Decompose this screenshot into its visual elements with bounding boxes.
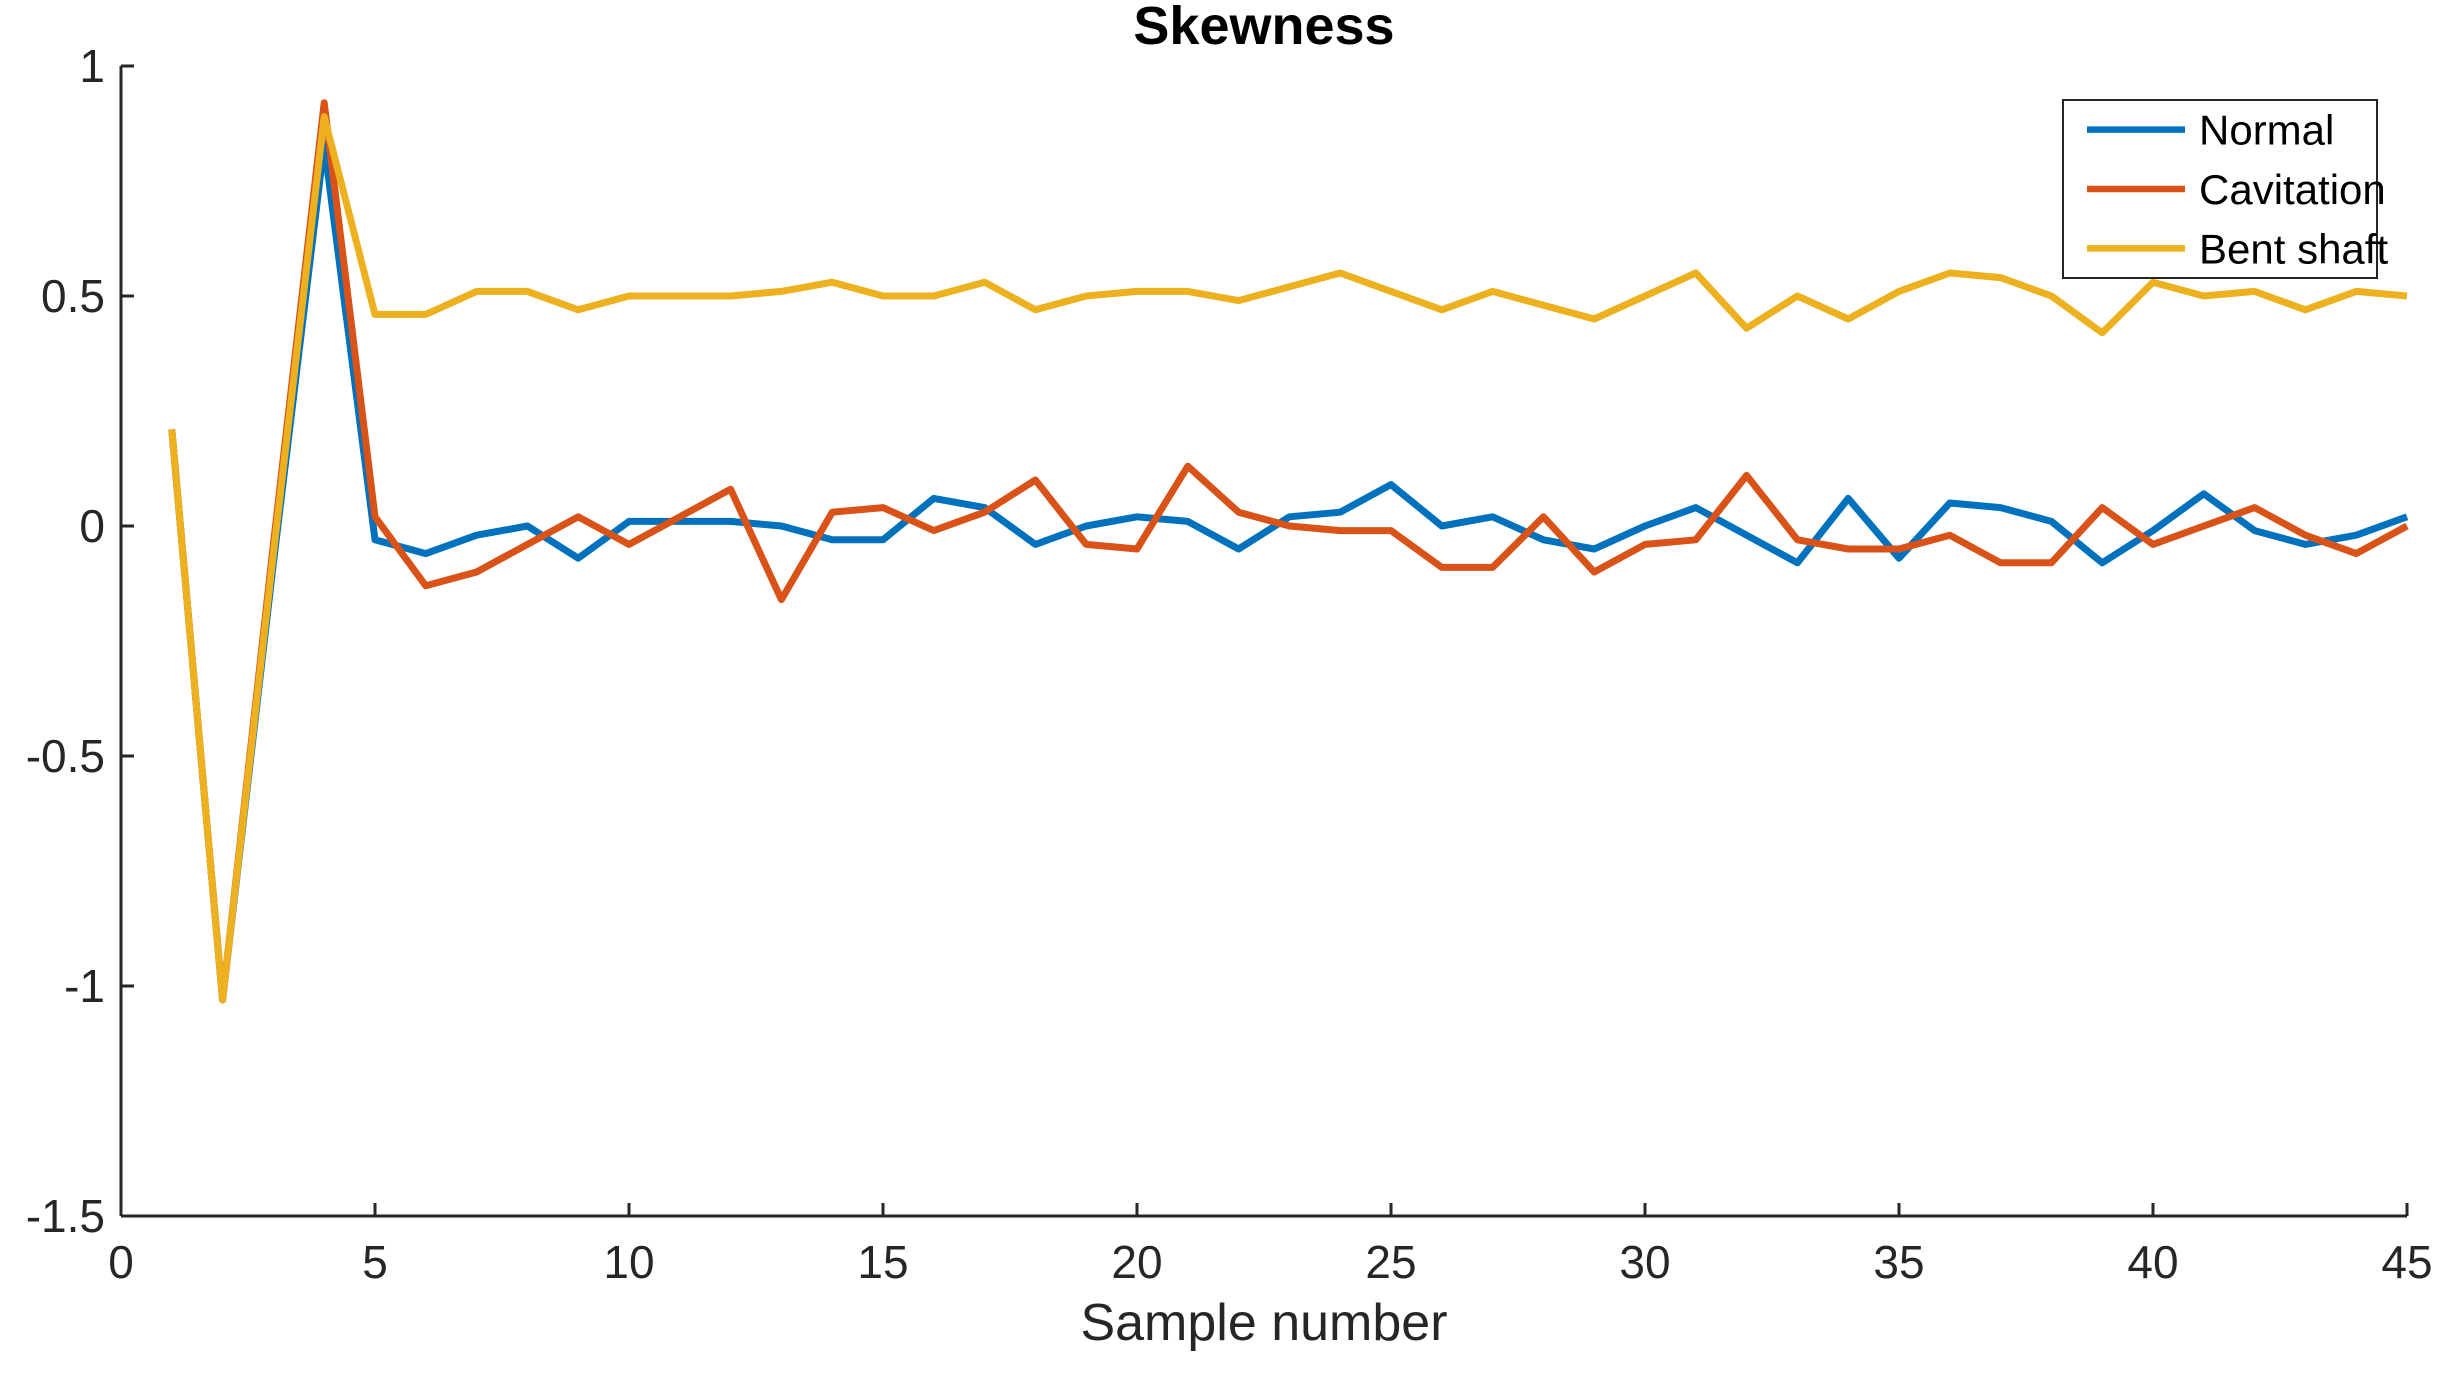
legend[interactable]: Normal Cavitation Bent shaft	[2062, 99, 2388, 279]
chart-title: Skewness	[1133, 0, 1394, 56]
axes-group: 0 5 10 15 20 25 30 35 40 45 -1.5 -1 -0.5 0 0.5 1	[26, 40, 2433, 1288]
series-line-bent-shaft	[168, 113, 2408, 1004]
x-axis-label: Sample number	[1080, 1294, 1447, 1352]
x-tick-label: 0	[108, 1236, 134, 1288]
legend-label-cavitation: Cavitation	[2199, 166, 2386, 213]
legend-item-normal[interactable]: Normal	[2087, 107, 2334, 154]
series-line-cavitation	[168, 99, 2409, 1004]
y-tick-label: 0	[79, 500, 105, 552]
y-tick-label: -1	[64, 960, 105, 1012]
x-tick-label: 35	[1873, 1236, 1924, 1288]
x-tick-label: 15	[857, 1236, 908, 1288]
x-tick-label: 40	[2127, 1236, 2178, 1288]
x-axis-ticks	[119, 1203, 2409, 1216]
y-tick-label: 0.5	[41, 270, 105, 322]
legend-label-normal: Normal	[2199, 107, 2334, 154]
y-axis-ticks	[121, 64, 134, 1218]
y-axis-tick-labels: -1.5 -1 -0.5 0 0.5 1	[26, 40, 105, 1242]
x-tick-label: 5	[362, 1236, 388, 1288]
legend-items-group: Normal Cavitation Bent shaft	[2087, 107, 2388, 272]
x-tick-label: 25	[1365, 1236, 1416, 1288]
y-tick-label: -0.5	[26, 730, 105, 782]
plot-series-group	[168, 99, 2409, 1004]
x-tick-label: 30	[1619, 1236, 1670, 1288]
legend-item-bent-shaft[interactable]: Bent shaft	[2087, 225, 2388, 272]
y-tick-label: -1.5	[26, 1190, 105, 1242]
legend-item-cavitation[interactable]: Cavitation	[2087, 166, 2386, 213]
x-axis-tick-labels: 0 5 10 15 20 25 30 35 40 45	[108, 1236, 2432, 1288]
x-tick-label: 20	[1111, 1236, 1162, 1288]
x-tick-label: 45	[2381, 1236, 2432, 1288]
legend-label-bent-shaft: Bent shaft	[2199, 225, 2388, 272]
y-tick-label: 1	[79, 40, 105, 92]
x-tick-label: 10	[603, 1236, 654, 1288]
